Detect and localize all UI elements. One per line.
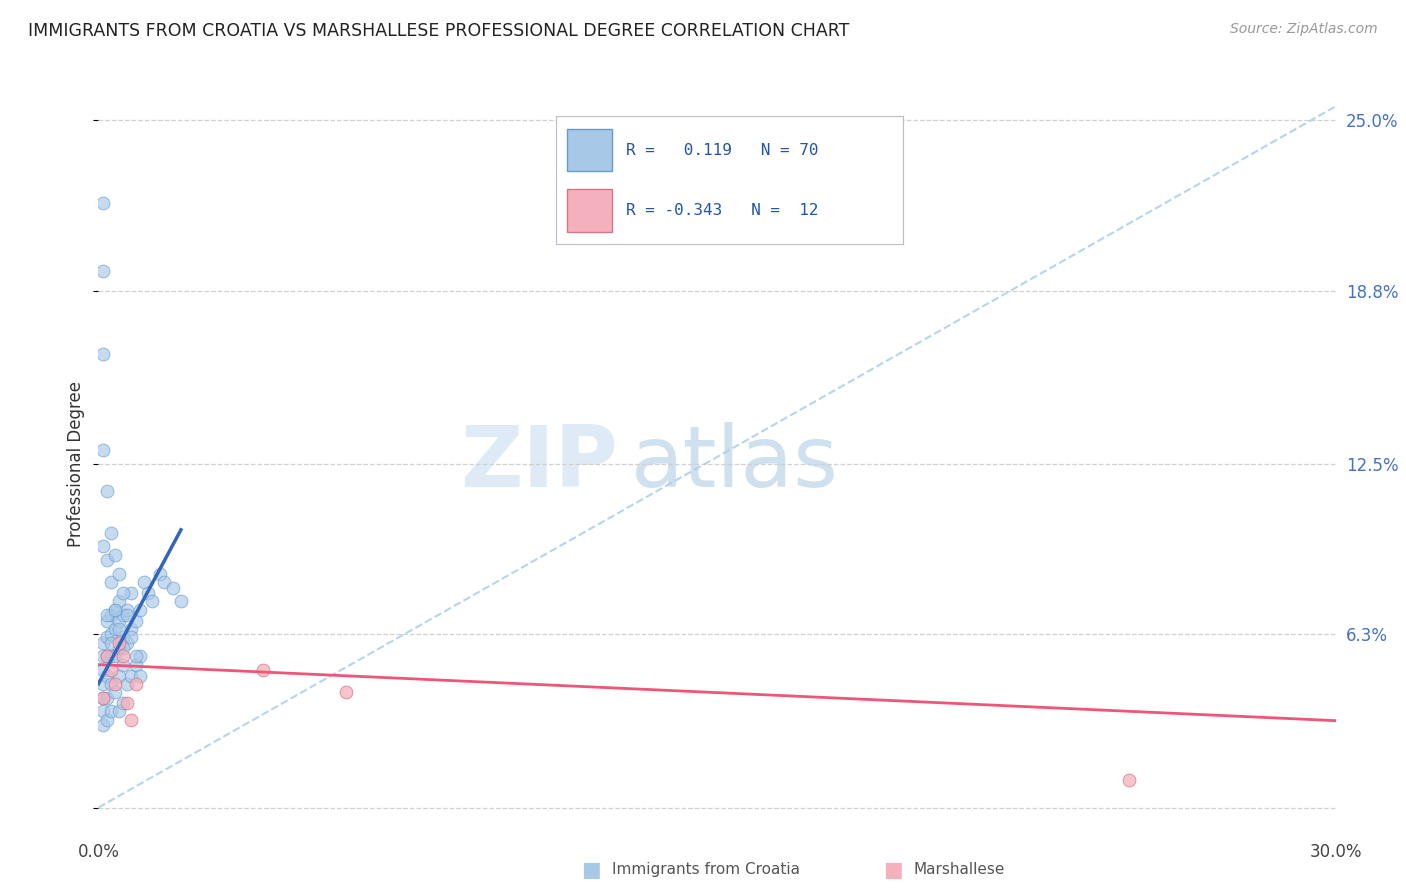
Point [112,608,135,623]
Text: ZIP: ZIP [460,422,619,506]
Text: atlas: atlas [630,422,838,506]
Text: Marshallese: Marshallese [914,863,1005,877]
Text: ■: ■ [883,860,903,880]
Point [100,704,122,718]
Point [104,602,127,616]
Point [136,586,159,600]
Point [128,602,150,616]
Point [149,566,172,581]
Point [100,608,122,623]
Point [108,668,131,682]
Point [91,704,114,718]
Point [252,663,274,677]
Point [108,594,131,608]
Point [104,685,127,699]
Point [112,630,135,644]
Point [108,641,131,656]
Point [117,608,139,623]
Point [108,566,131,581]
Point [112,657,135,672]
Point [104,677,127,691]
Point [96,649,118,664]
Point [153,575,176,590]
Point [104,649,127,664]
Point [124,649,146,664]
Point [132,575,155,590]
Point [124,657,146,672]
Point [96,690,118,705]
Point [91,718,114,732]
Point [96,484,118,499]
Point [170,594,193,608]
Point [108,704,131,718]
Point [91,264,114,278]
Point [91,635,114,649]
Point [108,614,131,628]
Point [100,525,122,540]
Point [96,614,118,628]
Point [120,668,142,682]
Point [91,663,114,677]
Point [91,649,114,664]
Point [120,586,142,600]
Point [91,347,114,361]
Point [100,575,122,590]
Point [91,195,114,210]
Point [112,649,135,664]
Point [124,677,146,691]
Point [104,548,127,562]
Point [100,627,122,641]
Point [100,677,122,691]
Point [96,649,118,664]
Point [91,539,114,553]
Point [100,663,122,677]
Point [141,594,163,608]
Point [96,630,118,644]
Point [96,713,118,727]
Point [112,586,135,600]
Point [91,677,114,691]
Text: ■: ■ [581,860,600,880]
Point [100,649,122,664]
Point [108,635,131,649]
Text: IMMIGRANTS FROM CROATIA VS MARSHALLESE PROFESSIONAL DEGREE CORRELATION CHART: IMMIGRANTS FROM CROATIA VS MARSHALLESE P… [28,22,849,40]
Point [96,608,118,623]
Point [112,696,135,710]
Point [128,668,150,682]
Point [120,630,142,644]
Text: Source: ZipAtlas.com: Source: ZipAtlas.com [1230,22,1378,37]
Point [117,635,139,649]
Point [1118,773,1140,788]
Point [91,443,114,458]
Point [117,696,139,710]
Point [162,581,184,595]
Point [100,635,122,649]
Point [128,649,150,664]
Point [117,677,139,691]
Point [124,614,146,628]
Point [104,602,127,616]
Y-axis label: Professional Degree: Professional Degree [67,381,86,547]
Text: Immigrants from Croatia: Immigrants from Croatia [612,863,800,877]
Point [120,713,142,727]
Point [91,690,114,705]
Point [120,622,142,636]
Point [112,641,135,656]
Point [104,622,127,636]
Point [117,602,139,616]
Point [108,622,131,636]
Point [96,668,118,682]
Point [335,685,357,699]
Point [96,553,118,567]
Point [91,690,114,705]
